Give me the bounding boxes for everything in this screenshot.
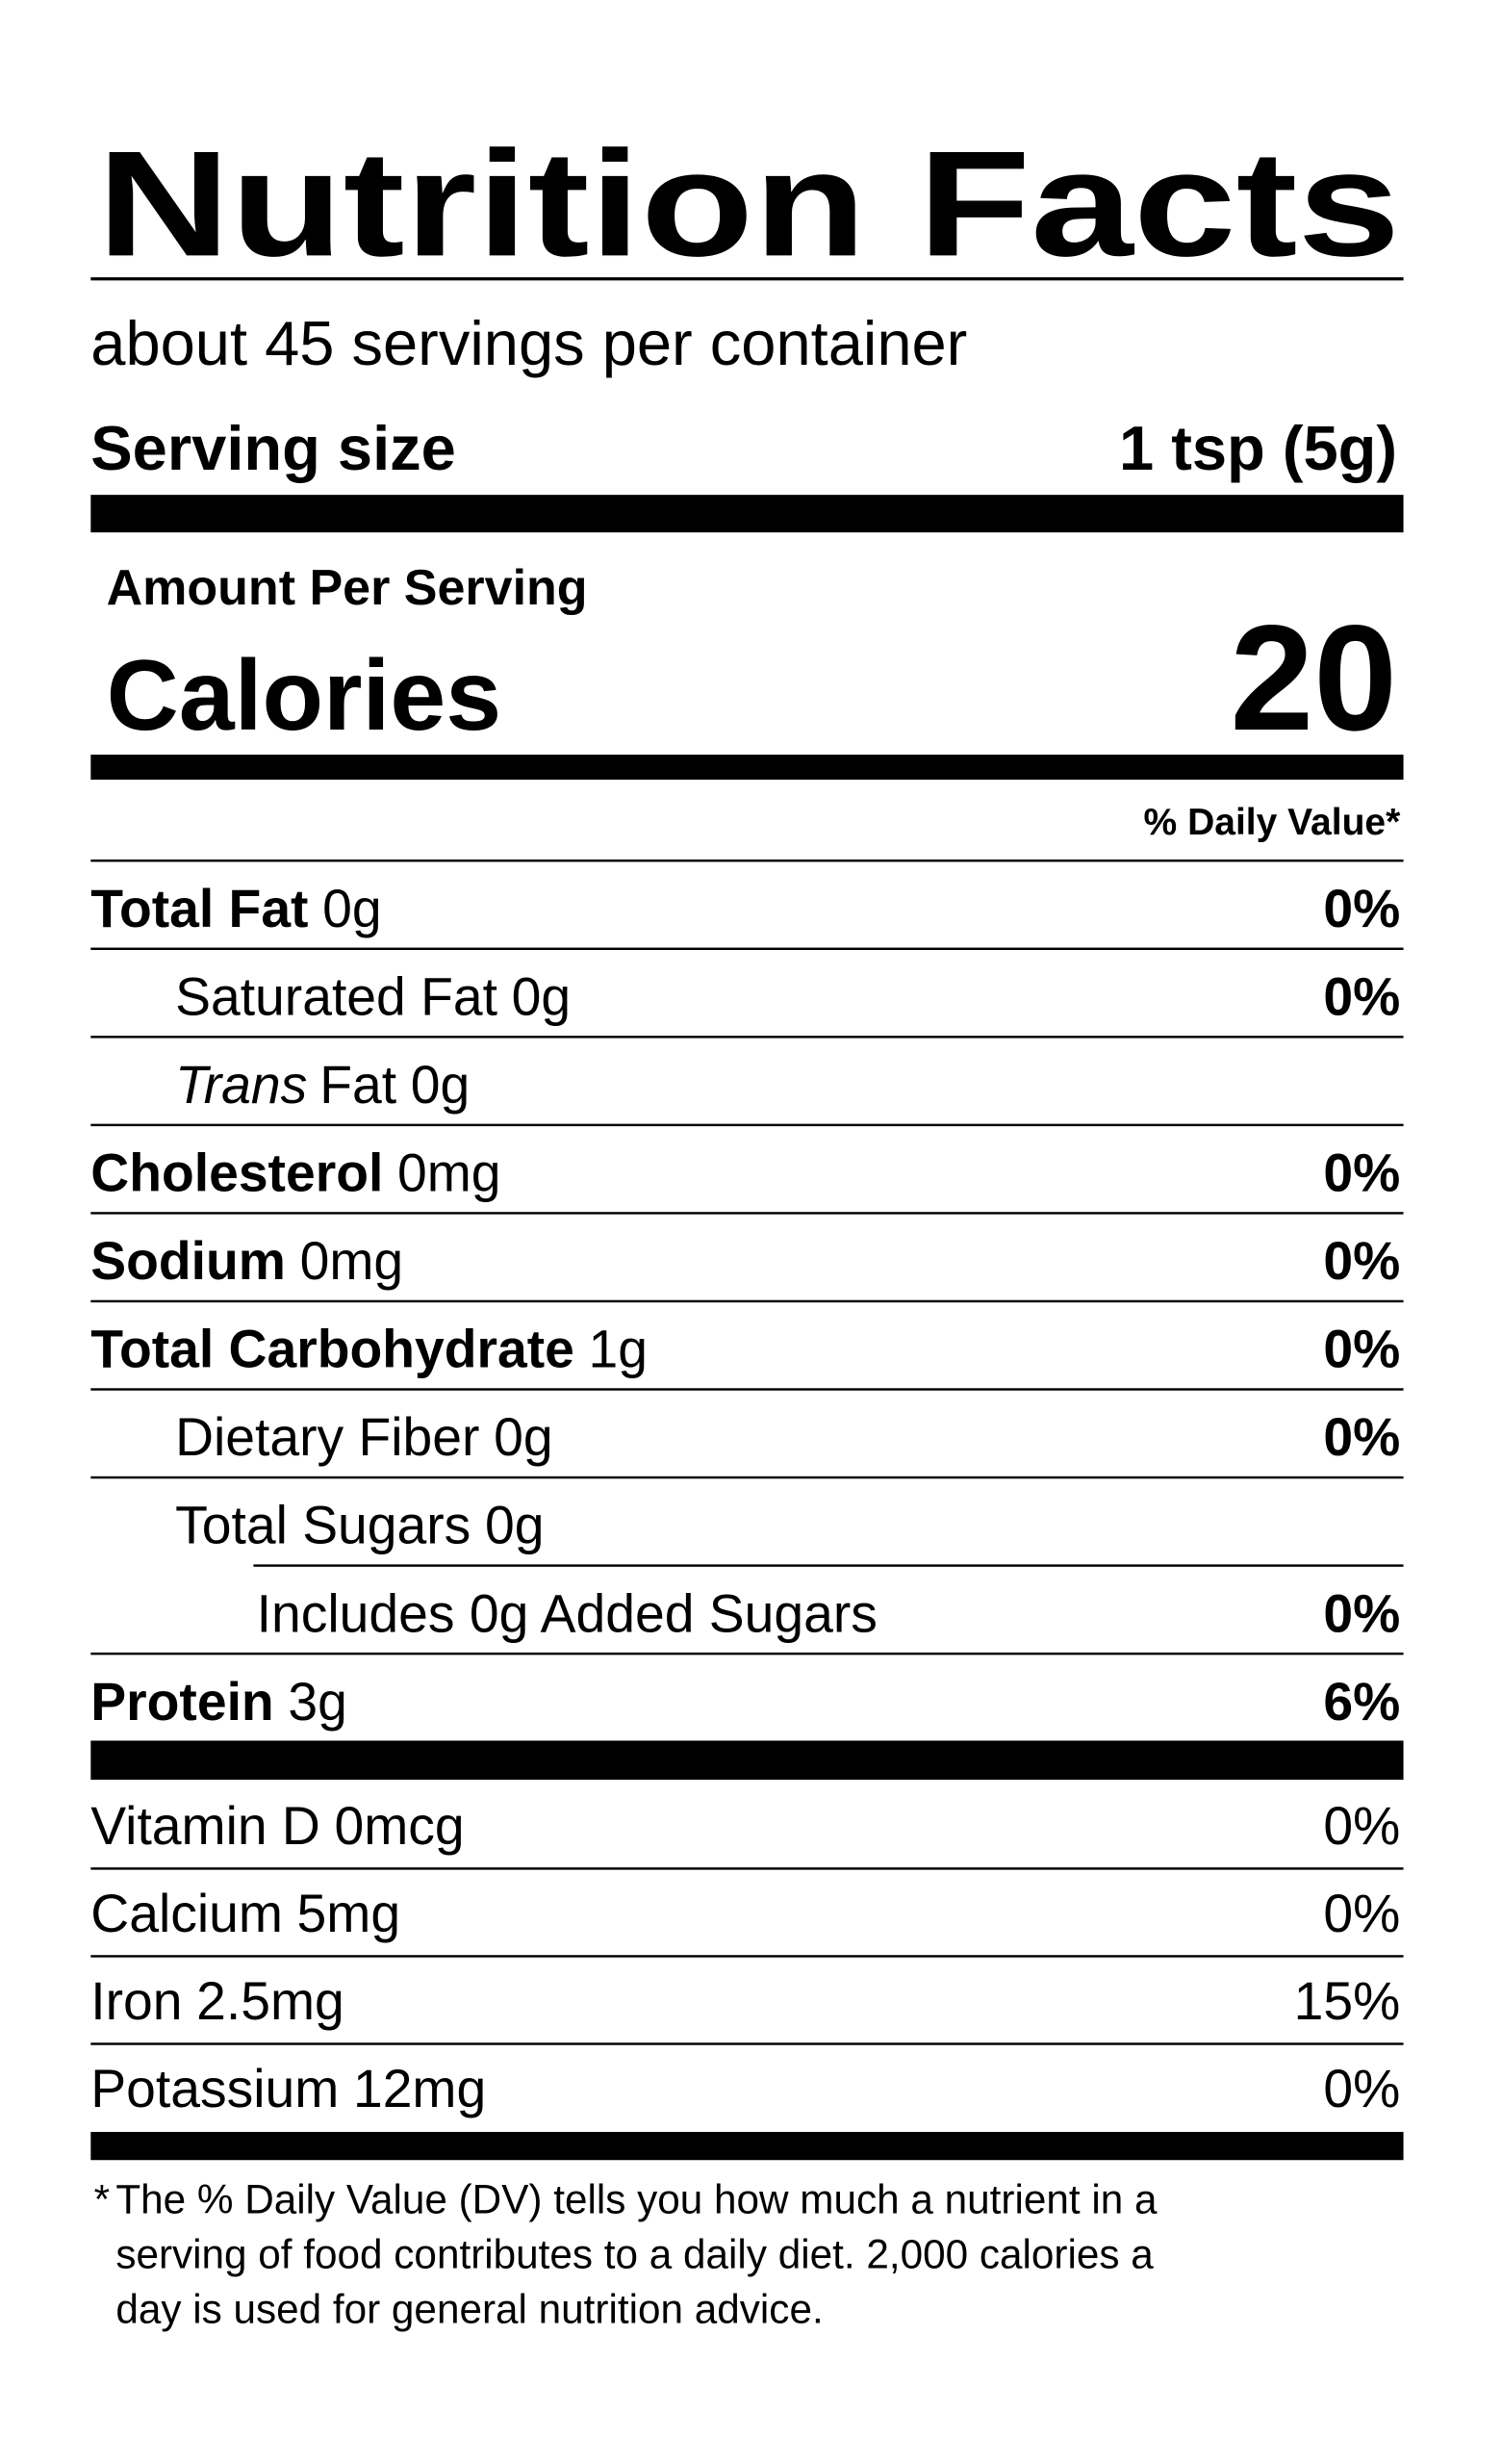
daily-value: 0% bbox=[1323, 879, 1400, 938]
amount-per-serving: Amount Per Serving bbox=[107, 560, 588, 616]
nutrient: Iron 2.5mg bbox=[90, 1971, 344, 2031]
nutrient-name: Includes 0g Added Sugars bbox=[257, 1583, 878, 1643]
footnote-line: serving of food contributes to a daily d… bbox=[115, 2231, 1154, 2276]
nutrient-amount: 0g bbox=[411, 1055, 470, 1115]
nutrient-name: Vitamin D bbox=[90, 1796, 320, 1856]
daily-value: 0% bbox=[1323, 1143, 1400, 1203]
nutrient-name: Fat bbox=[319, 1055, 396, 1115]
nutrient: Total Sugars 0g bbox=[175, 1496, 544, 1555]
nutrient-name: Total Carbohydrate bbox=[90, 1320, 574, 1379]
servings: about 45 servings per container bbox=[90, 308, 967, 378]
rule bbox=[253, 1564, 1404, 1567]
rows: Total Fat 0g 0%Saturated Fat 0g 0%Trans Fat 0g… bbox=[90, 860, 1404, 2161]
nutrient-amount: 0mg bbox=[300, 1231, 404, 1291]
nutrient-name: Total Fat bbox=[90, 879, 308, 938]
rule bbox=[90, 1476, 1404, 1479]
daily-value: 0% bbox=[1323, 1407, 1400, 1467]
daily-value: 0% bbox=[1323, 966, 1400, 1026]
nutrient-amount: 0mcg bbox=[335, 1796, 465, 1856]
nutrient-name: Iron bbox=[90, 1971, 182, 2031]
nutrient: Total Fat 0g bbox=[90, 879, 381, 938]
daily-value: 0% bbox=[1323, 1796, 1400, 1856]
thick-rule bbox=[90, 495, 1404, 533]
nutrient-name: Total Sugars bbox=[175, 1496, 471, 1555]
nutrient-amount: 3g bbox=[288, 1672, 346, 1732]
nutrient-amount: 0g bbox=[322, 879, 381, 938]
title: Nutrition Facts bbox=[97, 120, 1400, 288]
rule bbox=[90, 1955, 1404, 1958]
nutrient-amount: 2.5mg bbox=[196, 1971, 344, 2031]
rule bbox=[90, 860, 1404, 862]
calories-value: 20 bbox=[1230, 595, 1397, 762]
rule bbox=[90, 1123, 1404, 1127]
rule bbox=[90, 947, 1404, 950]
footnote-line: The % Daily Value (DV) tells you how muc… bbox=[115, 2177, 1158, 2222]
thick-rule bbox=[90, 2131, 1404, 2161]
daily-value: 15% bbox=[1294, 1971, 1401, 2031]
rule bbox=[90, 1299, 1404, 1303]
nutrient: Trans Fat 0g bbox=[175, 1055, 470, 1115]
nutrient-amount: 0g bbox=[494, 1407, 552, 1467]
nutrient-name: Dietary Fiber bbox=[175, 1407, 479, 1467]
nutrient-amount: 5mg bbox=[297, 1884, 401, 1943]
rule bbox=[90, 1212, 1404, 1215]
nutrient: Protein 3g bbox=[90, 1672, 347, 1732]
nutrient-name: Cholesterol bbox=[90, 1143, 383, 1203]
serving-size-value: 1 tsp (5g) bbox=[1119, 413, 1397, 483]
rule bbox=[90, 1388, 1404, 1391]
rule bbox=[90, 1036, 1404, 1039]
rule bbox=[90, 1867, 1404, 1870]
daily-value-header: % Daily Value* bbox=[1144, 802, 1402, 843]
nutrient-name: Sodium bbox=[90, 1231, 286, 1291]
nutrient-amount: 0g bbox=[512, 966, 571, 1026]
nutrient: Calcium 5mg bbox=[90, 1884, 400, 1943]
calories-label: Calories bbox=[107, 640, 502, 752]
rule bbox=[90, 277, 1404, 281]
nutrient-name: Potassium bbox=[90, 2059, 339, 2118]
daily-value: 0% bbox=[1323, 1884, 1400, 1943]
thick-rule bbox=[90, 755, 1404, 781]
nutrient-amount: 0g bbox=[485, 1496, 544, 1555]
nutrient: Vitamin D 0mcg bbox=[90, 1796, 464, 1856]
nutrient: Sodium 0mg bbox=[90, 1231, 403, 1291]
daily-value: 6% bbox=[1323, 1672, 1400, 1732]
footnote: * The % Daily Value (DV) tells you how mu… bbox=[94, 2177, 1158, 2332]
serving-size-label: Serving size bbox=[90, 413, 456, 483]
nutrient-amount: 1g bbox=[589, 1320, 648, 1379]
daily-value: 0% bbox=[1323, 1583, 1400, 1643]
nutrient-name: Protein bbox=[90, 1672, 273, 1732]
rule bbox=[90, 1652, 1404, 1656]
nutrient-name: Calcium bbox=[90, 1884, 283, 1943]
nutrient-name: Saturated Fat bbox=[175, 966, 497, 1026]
nutrient: Saturated Fat 0g bbox=[175, 966, 571, 1026]
nutrient: Includes 0g Added Sugars bbox=[257, 1583, 878, 1643]
footnote-marker: * bbox=[94, 2177, 110, 2222]
daily-value: 0% bbox=[1323, 1231, 1400, 1291]
nutrient-name-italic: Trans bbox=[175, 1055, 307, 1115]
daily-value: 0% bbox=[1323, 1320, 1400, 1379]
nutrient-amount: 0mg bbox=[397, 1143, 501, 1203]
nutrient: Cholesterol 0mg bbox=[90, 1143, 500, 1203]
nutrient-amount: 12mg bbox=[353, 2059, 486, 2118]
daily-value: 0% bbox=[1323, 2059, 1400, 2118]
thick-rule bbox=[90, 1740, 1404, 1781]
footnote-line: day is used for general nutrition advice… bbox=[115, 2286, 823, 2331]
nutrient: Potassium 12mg bbox=[90, 2059, 486, 2118]
rule bbox=[90, 2042, 1404, 2045]
nutrient: Dietary Fiber 0g bbox=[175, 1407, 552, 1467]
nutrient: Total Carbohydrate 1g bbox=[90, 1320, 648, 1379]
